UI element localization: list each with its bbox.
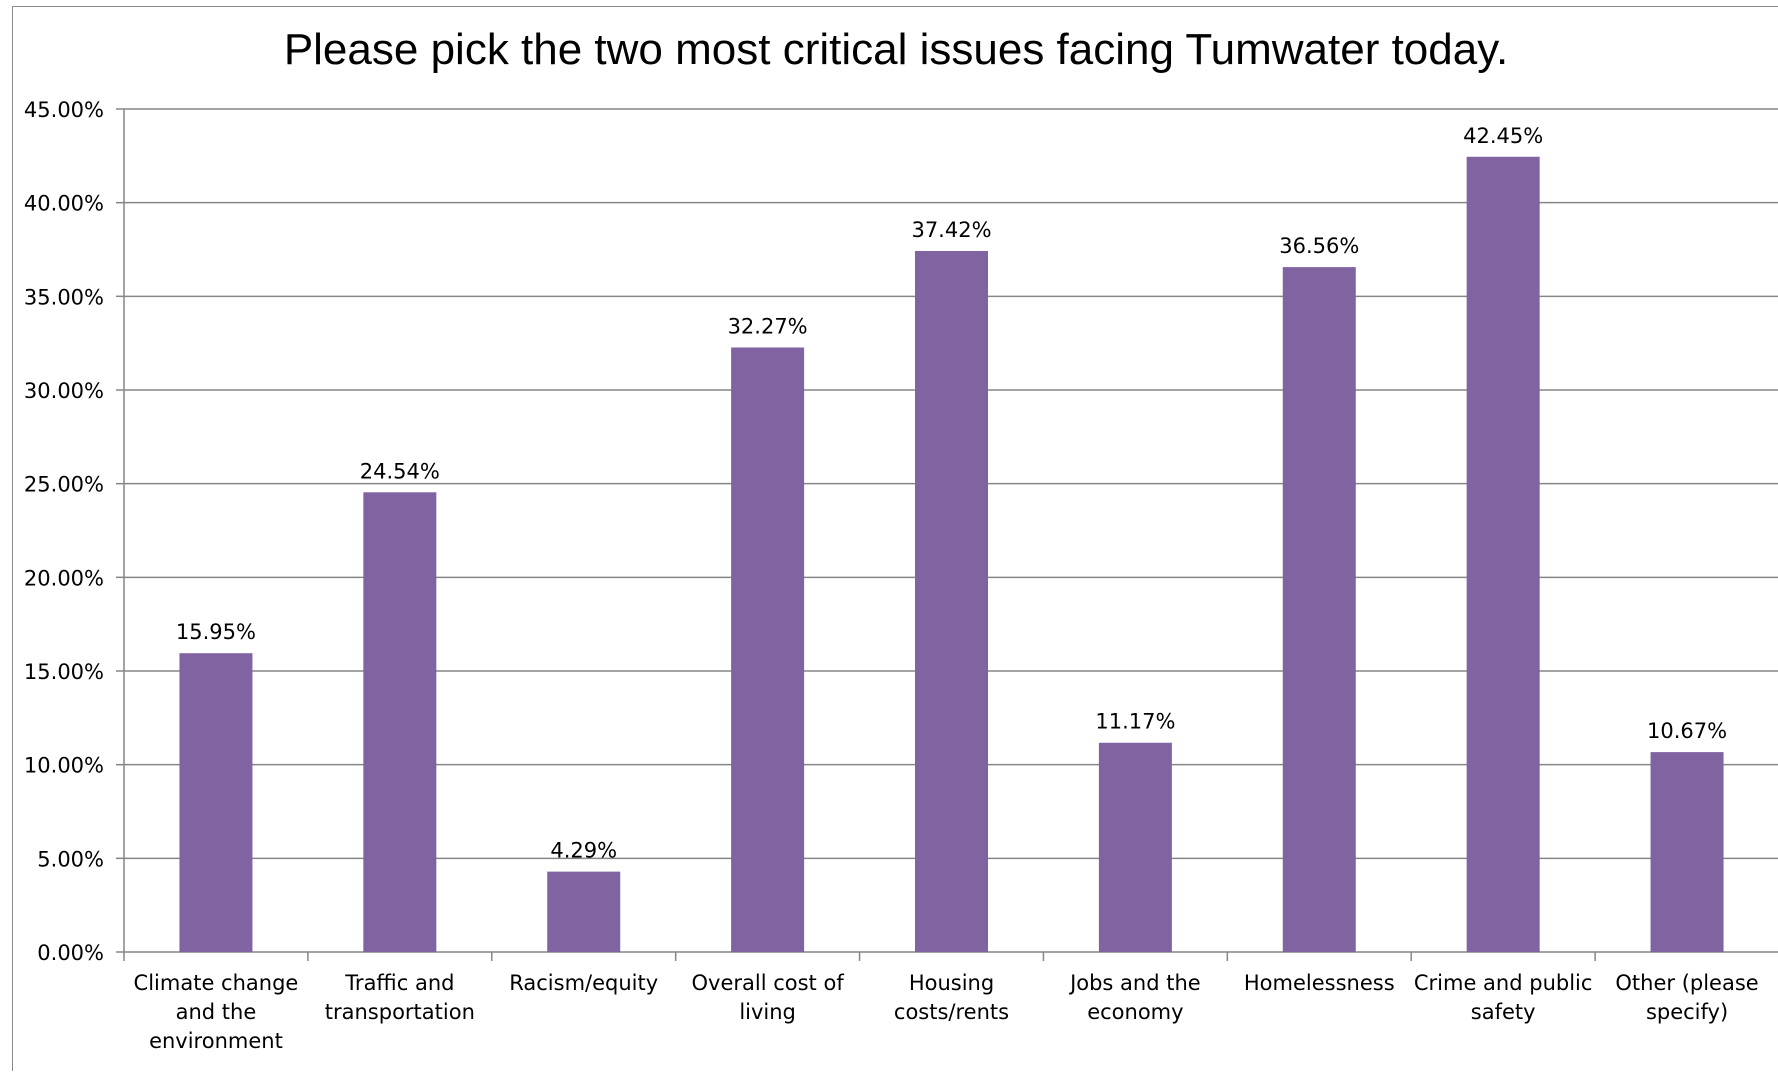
y-tick-label: 5.00%: [37, 847, 104, 871]
x-tick-label: Homelessness: [1244, 971, 1395, 995]
y-tick-label: 30.00%: [24, 379, 104, 403]
x-tick-label: Crime and public: [1414, 971, 1593, 995]
x-tick-label: safety: [1471, 1000, 1536, 1024]
x-tick-label: Other (please: [1615, 971, 1758, 995]
bar: [1098, 742, 1172, 952]
bar: [1282, 267, 1356, 952]
data-label: 11.17%: [1095, 710, 1175, 734]
y-tick-label: 10.00%: [24, 754, 104, 778]
bar: [915, 250, 988, 953]
data-label: 24.54%: [360, 459, 440, 483]
x-tick-label: Jobs and the: [1068, 971, 1201, 995]
bar: [547, 871, 621, 952]
x-tick-label: specify): [1646, 1000, 1728, 1024]
y-tick-label: 40.00%: [24, 192, 104, 216]
x-tick-label: transportation: [325, 1000, 475, 1024]
x-tick-label: economy: [1087, 1000, 1183, 1024]
x-tick-label: Climate change: [134, 971, 299, 995]
bar: [179, 653, 253, 952]
x-tick-label: and the: [176, 1000, 257, 1024]
y-tick-label: 25.00%: [24, 473, 104, 497]
chart-frame: Please pick the two most critical issues…: [12, 6, 1778, 1071]
y-tick-label: 0.00%: [37, 941, 104, 965]
x-tick-label: living: [739, 1000, 796, 1024]
data-label: 10.67%: [1647, 719, 1727, 743]
x-tick-label: environment: [149, 1029, 283, 1053]
y-tick-label: 15.00%: [24, 660, 104, 684]
data-label: 4.29%: [550, 839, 617, 863]
data-label: 32.27%: [728, 314, 808, 338]
x-tick-label: Traffic and: [344, 971, 454, 995]
bar: [1466, 156, 1540, 952]
data-label: 15.95%: [176, 620, 256, 644]
data-label: 42.45%: [1463, 124, 1543, 148]
data-label: 37.42%: [911, 218, 991, 242]
chart-title: Please pick the two most critical issues…: [283, 25, 1509, 74]
x-tick-label: costs/rents: [894, 1000, 1009, 1024]
x-tick-label: Racism/equity: [509, 971, 658, 995]
bar: [731, 347, 805, 952]
x-tick-label: Overall cost of: [692, 971, 845, 995]
bar-chart: 0.00% 5.00% 10.00% 15.00% 20.00% 25.00% 30.00%…: [24, 98, 1778, 1053]
y-tick-label: 35.00%: [24, 285, 104, 309]
y-tick-label: 20.00%: [24, 566, 104, 590]
data-label: 36.56%: [1279, 234, 1359, 258]
x-tick-label: Housing: [909, 971, 994, 995]
bar: [363, 492, 437, 952]
bar: [1650, 752, 1724, 952]
y-tick-label: 45.00%: [24, 98, 104, 122]
